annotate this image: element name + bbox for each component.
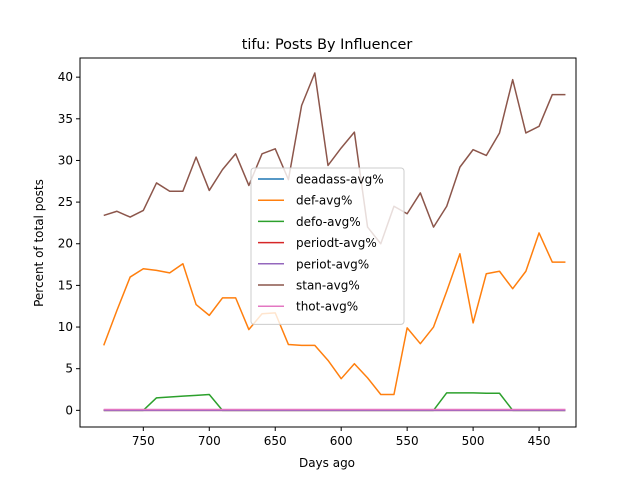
y-tick-label: 35: [58, 112, 73, 126]
series-line-def-avg: [103, 232, 566, 396]
legend-label: deadass-avg%: [296, 173, 384, 187]
legend-label: def-avg%: [296, 194, 352, 208]
legend-label: stan-avg%: [296, 279, 360, 293]
y-axis-label: Percent of total posts: [32, 179, 46, 307]
x-tick-label: 600: [330, 434, 353, 448]
plot-area: [103, 72, 566, 412]
series-line-stan-avg: [103, 72, 566, 245]
legend-label: thot-avg%: [296, 300, 358, 314]
x-tick-label: 750: [132, 434, 155, 448]
y-tick-label: 0: [65, 403, 73, 417]
legend-label: defo-avg%: [296, 215, 361, 229]
y-tick-label: 15: [58, 278, 73, 292]
x-tick-label: 650: [264, 434, 287, 448]
y-tick-label: 25: [58, 195, 73, 209]
y-tick-label: 40: [58, 70, 73, 84]
y-tick-label: 5: [65, 362, 73, 376]
plot-frame: [79, 57, 577, 428]
chart-title: tifu: Posts By Influencer: [242, 37, 413, 53]
x-axis-label: Days ago: [299, 456, 355, 470]
y-tick-label: 30: [58, 153, 73, 167]
legend-label: periot-avg%: [296, 257, 369, 271]
x-axis: 750 700 650 600 550 500 450: [132, 427, 551, 448]
y-tick-label: 20: [58, 237, 73, 251]
x-tick-label: 450: [528, 434, 551, 448]
legend-box: [250, 167, 405, 325]
legend: deadass-avg% def-avg% defo-avg% periodt-avg…: [250, 167, 405, 325]
y-tick-label: 10: [58, 320, 73, 334]
x-tick-label: 700: [198, 434, 221, 448]
y-axis: 0 5 10 15 20 25 30 35 40: [58, 70, 80, 417]
x-tick-label: 550: [396, 434, 419, 448]
legend-label: periodt-avg%: [296, 236, 377, 250]
x-tick-label: 500: [462, 434, 485, 448]
